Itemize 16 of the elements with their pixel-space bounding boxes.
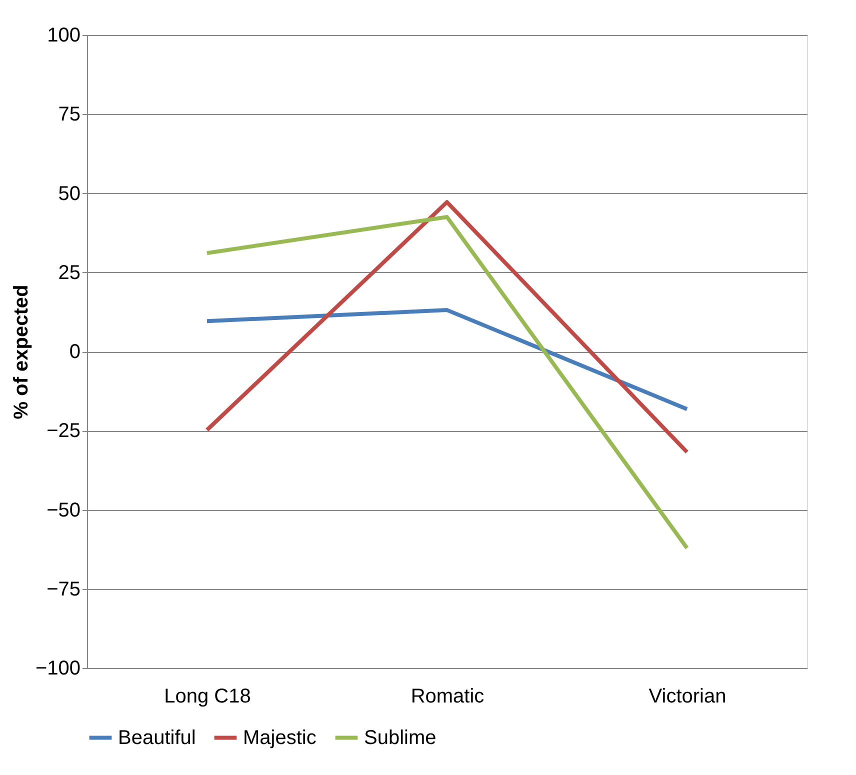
x-tick-label: Romatic bbox=[410, 686, 484, 708]
x-tick-label: Victorian bbox=[648, 686, 726, 708]
y-tick-label: −100 bbox=[35, 658, 80, 680]
y-tick-label: 50 bbox=[58, 182, 80, 205]
legend-label: Sublime bbox=[364, 726, 436, 749]
y-tick-label: −50 bbox=[46, 499, 80, 522]
x-tick-label: Long C18 bbox=[164, 686, 251, 708]
legend-label: Beautiful bbox=[118, 726, 196, 749]
legend-label: Majestic bbox=[243, 726, 316, 749]
y-tick-label: −25 bbox=[46, 420, 80, 442]
y-tick-label: −75 bbox=[46, 578, 80, 600]
y-tick-label: 0 bbox=[69, 341, 80, 363]
y-axis-title: % of expected bbox=[10, 284, 32, 420]
y-tick-label: 75 bbox=[58, 104, 80, 126]
y-tick-label: 100 bbox=[47, 24, 80, 46]
y-tick-label: 25 bbox=[58, 262, 80, 284]
